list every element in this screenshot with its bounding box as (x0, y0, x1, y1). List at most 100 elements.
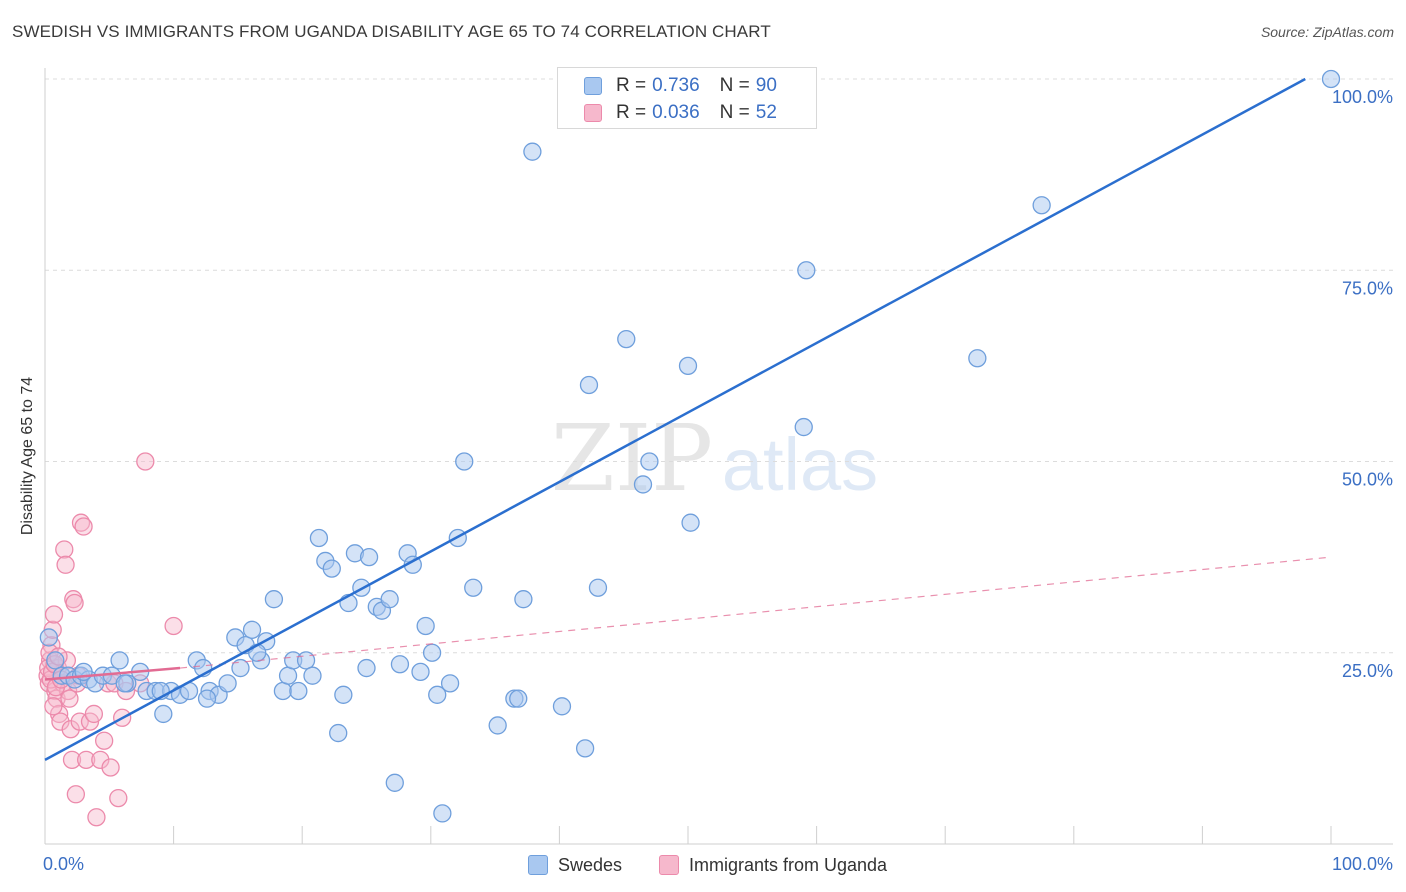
swedes-point-62 (488, 716, 507, 735)
swedes-point-53 (411, 662, 430, 682)
legend-n-value: 90 (755, 75, 777, 96)
swedes-point-78 (794, 417, 813, 437)
swedes-point-30 (264, 590, 284, 609)
y-tick-label-0: 25.0% (1342, 661, 1393, 681)
legend-r-value: 0.736 (652, 75, 700, 96)
swedes-point-85 (115, 674, 134, 693)
swedes-point-36 (303, 666, 322, 685)
swedes-point-68 (575, 739, 595, 758)
swedes-point-34 (289, 681, 308, 701)
swedes-point-60 (455, 452, 474, 471)
swedes-point-58 (440, 674, 460, 693)
swedes-legend-swatch (528, 855, 548, 875)
source-credit: Source: ZipAtlas.com (1260, 24, 1394, 40)
swedes-point-72 (633, 475, 653, 494)
swedes-point-73 (640, 452, 659, 471)
uganda-point-33 (95, 731, 114, 750)
swedes-point-64 (509, 689, 528, 708)
legend-n-value: 52 (755, 102, 777, 123)
swedes-point-67 (552, 697, 572, 716)
swedes-point-50 (390, 655, 410, 674)
chart-title: SWEDISH VS IMMIGRANTS FROM UGANDA DISABI… (12, 22, 771, 41)
swedes-points (39, 69, 1341, 823)
uganda-point-47 (44, 697, 63, 716)
swedes-point-31 (273, 681, 293, 701)
axes (44, 68, 1393, 845)
y-tick-label-1: 50.0% (1342, 470, 1393, 490)
swedes-point-25 (231, 658, 250, 678)
svg-text:atlas: atlas (722, 423, 878, 506)
uganda-point-17 (60, 689, 79, 708)
swedes-point-48 (380, 590, 399, 609)
swedes-point-49 (385, 773, 404, 792)
swedes-point-1 (46, 651, 65, 670)
swedes-point-80 (797, 261, 816, 280)
legend-r-label: R = (616, 102, 647, 123)
swedes-point-55 (422, 643, 442, 662)
swedes-point-45 (359, 547, 379, 567)
uganda-swatch (584, 104, 602, 122)
swedes-point-65 (514, 590, 533, 609)
legend-row-uganda: R = 0.036 N = 52 (584, 100, 777, 126)
uganda-point-19 (62, 750, 82, 769)
swedes-point-83 (1321, 69, 1341, 89)
uganda-points (38, 452, 183, 827)
tick-labels: 25.0% 50.0% 75.0% 100.0% 0.0% 100.0% (43, 87, 1393, 874)
uganda-point-27 (74, 517, 93, 536)
y-axis-label: Disability Age 65 to 74 (19, 376, 36, 536)
uganda-trendline-dashed (179, 556, 1332, 669)
swedes-point-10 (110, 651, 129, 670)
swedes-point-89 (197, 689, 217, 708)
swedes-swatch (584, 77, 602, 95)
uganda-point-32 (91, 750, 110, 769)
trendlines (44, 77, 1332, 761)
legend-row-swedes: R = 0.736 N = 90 (584, 73, 777, 99)
swedes-point-61 (464, 578, 483, 597)
uganda-point-10 (51, 712, 70, 731)
swedes-point-40 (329, 723, 348, 743)
uganda-point-28 (77, 750, 96, 769)
zipatlas-watermark: ZIP atlas (551, 405, 878, 512)
legend-n-label: N = (719, 102, 750, 123)
grid-lines (45, 78, 1393, 654)
swedes-point-23 (218, 674, 237, 693)
swedes-point-32 (278, 666, 298, 685)
swedes-point-37 (309, 528, 329, 548)
swedes-point-0 (39, 628, 59, 647)
swedes-point-57 (433, 804, 452, 823)
swedes-point-41 (334, 685, 353, 704)
swedes-point-66 (523, 142, 542, 161)
uganda-point-31 (87, 808, 106, 827)
swedes-point-56 (428, 685, 447, 704)
legend-item-swedes[interactable]: Swedes (528, 852, 622, 878)
uganda-legend-swatch (659, 855, 679, 875)
swedes-point-71 (617, 329, 636, 349)
swedes-point-74 (678, 356, 698, 376)
svg-text:ZIP: ZIP (551, 405, 713, 512)
swedes-point-82 (1032, 196, 1051, 215)
swedes-point-27 (242, 620, 262, 639)
correlation-legend: R = 0.736 N = 90 R = 0.036 N = 52 (557, 67, 817, 129)
swedes-point-88 (357, 658, 376, 678)
swedes-point-70 (588, 578, 608, 597)
swedes-point-81 (968, 349, 987, 368)
swedes-trendline (44, 77, 1306, 761)
x-tick-label-0: 0.0% (43, 854, 84, 874)
legend-r-value: 0.036 (652, 102, 700, 123)
y-tick-label-3: 100.0% (1332, 87, 1393, 107)
legend-label-swedes: Swedes (558, 854, 623, 875)
legend-item-uganda[interactable]: Immigrants from Uganda (659, 852, 887, 878)
uganda-point-41 (136, 452, 155, 471)
uganda-point-22 (66, 785, 86, 804)
swedes-point-75 (681, 513, 700, 532)
uganda-point-35 (101, 758, 120, 777)
swedes-point-35 (296, 651, 316, 670)
uganda-point-25 (70, 712, 89, 731)
y-tick-label-2: 75.0% (1342, 278, 1393, 298)
uganda-point-13 (55, 540, 74, 559)
x-tick-label-1: 100.0% (1332, 854, 1393, 874)
uganda-point-30 (84, 704, 104, 724)
uganda-point-21 (65, 593, 84, 613)
uganda-point-14 (56, 555, 75, 574)
